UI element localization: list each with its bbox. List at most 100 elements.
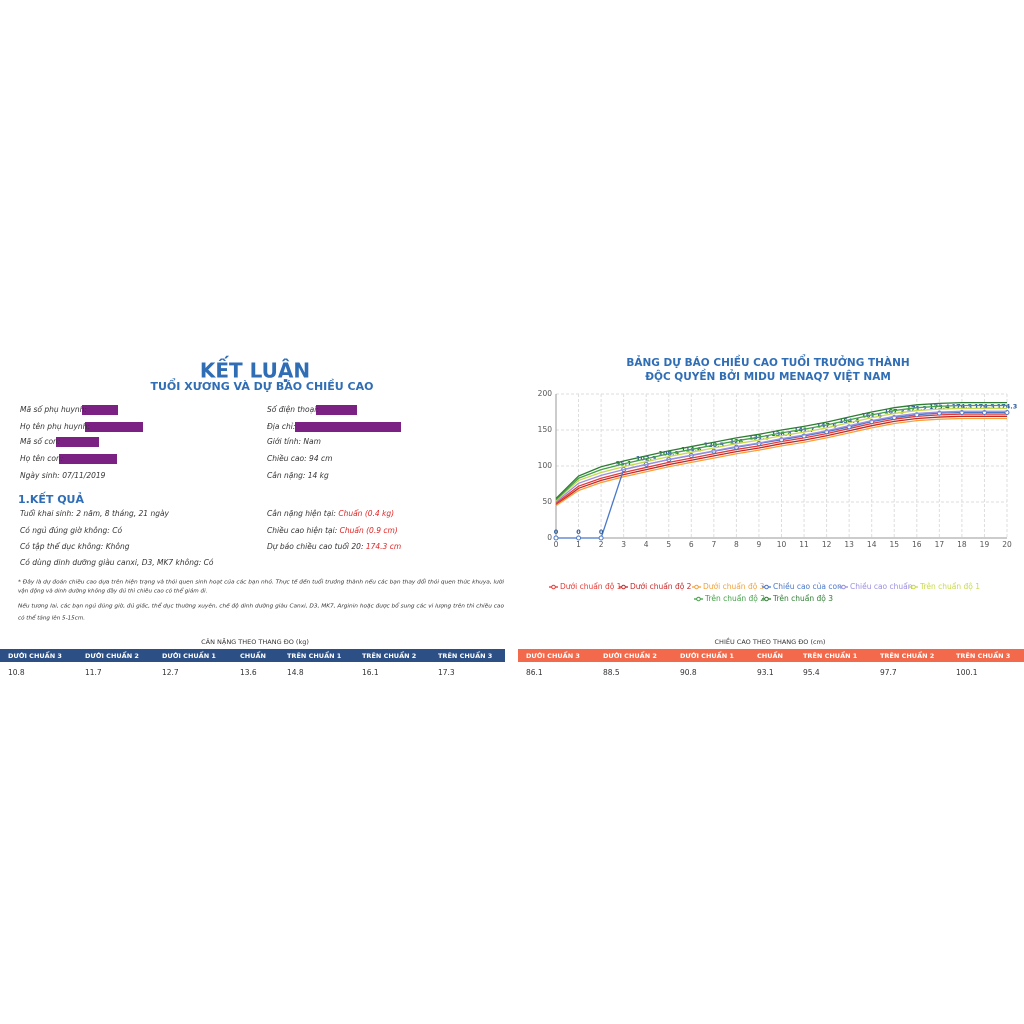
series-line: [555, 404, 1007, 501]
y-tick-label: 100: [538, 461, 553, 470]
table-header: DƯỚI CHUẨN 2: [85, 650, 139, 660]
info-label: Mã số phụ huynh:: [20, 405, 87, 414]
series-line: [555, 415, 1007, 506]
x-tick-label: 0: [554, 540, 559, 549]
table-header-bar: [518, 649, 1024, 662]
table-header: DƯỚI CHUẨN 1: [162, 650, 216, 660]
chart-subtitle: ĐỘC QUYỀN BỞI MIDU MENAQ7 VIỆT NAM: [645, 369, 891, 383]
series-line: [555, 417, 1007, 507]
y-tick-label: 200: [538, 389, 553, 398]
series-line: [555, 401, 1007, 499]
redacted: [85, 422, 143, 432]
table-title: CÂN NẶNG THEO THANG ĐO (kg): [201, 637, 309, 646]
data-label: 141.7: [794, 426, 815, 434]
legend-label: Trên chuẩn độ 2: [704, 594, 765, 603]
result-label: Cân nặng hiện tại:: [267, 509, 338, 518]
result-item: Chiều cao hiện tại: Chuẩn (0.9 cm): [267, 526, 398, 535]
legend-marker: [841, 584, 846, 590]
legend-label: Dưới chuẩn độ 1: [560, 582, 622, 591]
legend-label: Chiều cao của con: [773, 582, 842, 591]
x-tick-label: 17: [935, 540, 945, 549]
redacted: [316, 405, 357, 415]
info-label: Cân nặng: 14 kg: [267, 471, 329, 480]
legend-label: Chiều cao chuẩn: [850, 582, 913, 591]
legend-marker: [911, 584, 916, 590]
y-tick-label: 50: [542, 497, 552, 506]
x-tick-label: 11: [799, 540, 809, 549]
note: vận động và dinh dưỡng không đầy đủ thì …: [18, 588, 208, 595]
legend-label: Dưới chuẩn độ 2: [630, 582, 692, 591]
legend-label: Trên chuẩn độ 1: [919, 582, 980, 591]
x-tick-label: 2: [599, 540, 604, 549]
table-header: DƯỚI CHUẨN 3: [526, 650, 580, 660]
legend-marker: [551, 584, 556, 590]
table-cell: 17.3: [438, 668, 455, 677]
subtitle: TUỔI XƯƠNG VÀ DỰ BÁO CHIỀU CAO: [151, 378, 374, 393]
x-tick-label: 19: [980, 540, 990, 549]
data-label: 136.4: [771, 430, 792, 438]
data-label: 147.6: [816, 422, 837, 430]
redacted: [295, 422, 401, 432]
table-header: DƯỚI CHUẨN 2: [603, 650, 657, 660]
result-label: Dự báo chiều cao tuổi 20:: [267, 542, 366, 551]
data-label: 167.3: [884, 408, 905, 416]
table-header: TRÊN CHUẨN 1: [287, 650, 342, 660]
table-header: TRÊN CHUẨN 3: [438, 650, 492, 660]
legend-marker: [694, 584, 699, 590]
x-tick-label: 6: [689, 540, 694, 549]
table-cell: 11.7: [85, 668, 102, 677]
info-label: Chiều cao: 94 cm: [267, 454, 332, 463]
result-item: Cân nặng hiện tại: Chuẩn (0.4 kg): [267, 509, 394, 518]
data-label: 174.3: [997, 403, 1018, 411]
result-value: Chuẩn (0.4 kg): [338, 509, 394, 518]
info-label: Giới tính: Nam: [267, 437, 321, 446]
info-label: Họ tên con:: [20, 454, 63, 463]
point: [598, 535, 604, 541]
table-cell: 100.1: [956, 668, 978, 677]
y-tick-label: 0: [547, 533, 552, 542]
x-tick-label: 7: [711, 540, 716, 549]
y-tick-label: 150: [538, 425, 553, 434]
data-label: 154.4: [839, 417, 860, 425]
legend-label: Dưới chuẩn độ 3: [703, 582, 765, 591]
legend-marker: [764, 584, 769, 590]
x-tick-label: 15: [889, 540, 899, 549]
x-tick-label: 4: [644, 540, 649, 549]
redacted: [82, 405, 118, 415]
x-tick-label: 5: [666, 540, 671, 549]
result-item: Có dùng dinh dưỡng giàu canxi, D3, MK7 k…: [20, 558, 214, 567]
redacted: [59, 454, 117, 464]
note: có thể tăng lên 5-15cm.: [18, 615, 85, 622]
table-cell: 16.1: [362, 668, 379, 677]
x-tick-label: 13: [844, 540, 854, 549]
x-tick-label: 16: [912, 540, 922, 549]
info-label: Số điện thoại:: [267, 405, 319, 414]
table-cell: 97.7: [880, 668, 897, 677]
section-title: 1.KẾT QUẢ: [18, 491, 84, 506]
table-cell: 90.8: [680, 668, 697, 677]
point: [576, 535, 582, 541]
result-item: Có tập thể dục không: Không: [20, 542, 130, 551]
table-header: CHUẨN: [757, 650, 783, 660]
info-label: Mã số con:: [20, 437, 60, 446]
table-cell: 14.8: [287, 668, 304, 677]
legend-label: Trên chuẩn độ 3: [772, 594, 833, 603]
table-header: DƯỚI CHUẨN 1: [680, 650, 734, 660]
result-item: Có ngủ đúng giờ không: Có: [20, 526, 122, 535]
x-tick-label: 18: [957, 540, 967, 549]
chart-title: BẢNG DỰ BÁO CHIỀU CAO TUỔI TRƯỞNG THÀNH: [626, 354, 909, 369]
info-label: Họ tên phụ huynh:: [20, 422, 90, 431]
result-value: 174.3 cm: [366, 542, 401, 551]
x-tick-label: 9: [757, 540, 762, 549]
x-tick-label: 3: [621, 540, 626, 549]
table-cell: 93.1: [757, 668, 774, 677]
table-cell: 10.8: [8, 668, 25, 677]
info-label: Ngày sinh: 07/11/2019: [20, 471, 106, 480]
info-label: Địa chỉ:: [267, 422, 295, 431]
data-label: 0: [576, 528, 581, 536]
table-cell: 13.6: [240, 668, 257, 677]
x-tick-label: 1: [576, 540, 581, 549]
